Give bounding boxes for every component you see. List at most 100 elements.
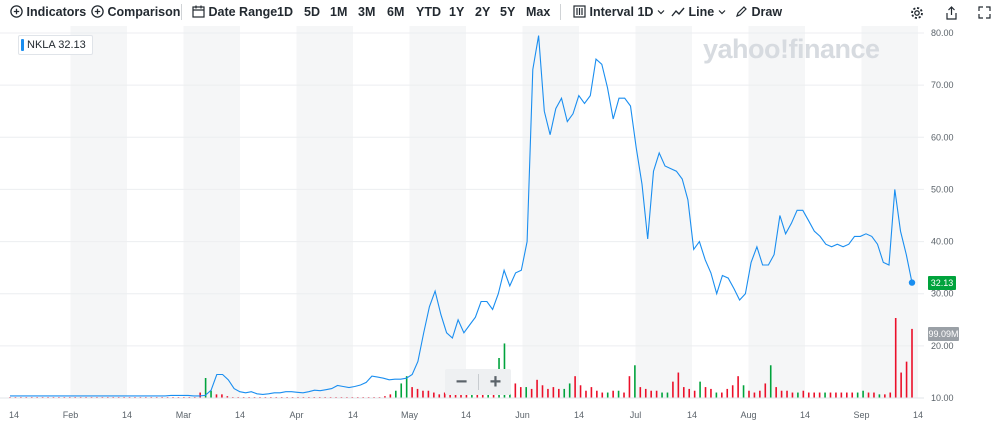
y-tick-label: 50.00 xyxy=(931,184,954,194)
volume-bar xyxy=(873,392,875,398)
interval-label: Interval xyxy=(589,5,634,19)
volume-bar xyxy=(867,392,870,398)
volume-bar xyxy=(905,361,908,398)
volume-bar xyxy=(721,392,723,398)
zoom-out-button[interactable]: − xyxy=(455,371,468,393)
volume-bar xyxy=(634,365,636,398)
volume-bar xyxy=(601,392,604,398)
range-6m[interactable]: 6M xyxy=(387,5,405,19)
fullscreen-button[interactable] xyxy=(978,4,991,22)
candles-icon xyxy=(573,5,586,18)
volume-bar xyxy=(813,392,815,398)
volume-bar xyxy=(579,385,582,398)
volume-bar xyxy=(563,388,566,398)
volume-bar xyxy=(677,372,680,398)
month-bands xyxy=(70,26,918,398)
range-1d[interactable]: 1D xyxy=(277,5,293,19)
volume-bar xyxy=(215,394,218,398)
volume-bar xyxy=(460,394,462,398)
range-1m[interactable]: 1M xyxy=(330,5,348,19)
share-button[interactable] xyxy=(945,4,958,22)
settings-button[interactable] xyxy=(910,4,924,22)
volume-bar xyxy=(612,390,614,398)
volume-bar xyxy=(394,390,397,398)
ticker-legend[interactable]: NKLA 32.13 xyxy=(18,35,93,55)
x-tick-label: 14 xyxy=(574,410,584,420)
volume-bar xyxy=(568,383,571,398)
volume-bar xyxy=(443,392,446,398)
volume-bar xyxy=(900,372,902,398)
volume-tag: 99.09M xyxy=(928,327,959,341)
volume-bar xyxy=(802,390,805,398)
volume-bar xyxy=(672,381,674,398)
expand-icon xyxy=(978,6,991,19)
range-ytd[interactable]: YTD xyxy=(416,5,441,19)
y-axis-labels: 80.00 70.00 60.00 50.00 40.00 30.00 20.00 10.00 xyxy=(931,28,954,403)
indicators-button[interactable]: Indicators xyxy=(10,3,86,21)
volume-bar xyxy=(465,394,468,398)
volume-bar xyxy=(666,392,669,398)
chevron-down-icon xyxy=(718,9,726,15)
volume-bar xyxy=(769,365,772,398)
y-tick-label: 80.00 xyxy=(931,28,954,38)
gridlines xyxy=(0,32,924,399)
zoom-in-button[interactable]: + xyxy=(489,371,502,393)
range-max[interactable]: Max xyxy=(526,5,551,19)
volume-bar xyxy=(221,394,223,398)
x-tick-label: 14 xyxy=(461,410,471,420)
price-chart[interactable]: 80.00 70.00 60.00 50.00 40.00 30.00 20.00 10.00… xyxy=(0,26,1000,427)
volume-bar xyxy=(818,392,821,398)
volume-bar xyxy=(851,392,854,398)
x-tick-label: Apr xyxy=(289,410,303,420)
volume-bar xyxy=(558,388,560,398)
month-band xyxy=(296,26,353,398)
volume-bar xyxy=(389,394,392,398)
volume-bar xyxy=(547,388,549,398)
month-band xyxy=(861,26,918,398)
volume-bar xyxy=(764,383,767,398)
interval-dropdown[interactable]: Interval 1D xyxy=(573,3,665,21)
range-3m[interactable]: 3M xyxy=(358,5,376,19)
volume-bar xyxy=(699,381,701,398)
x-tick-label: 14 xyxy=(913,410,923,420)
volume-bar xyxy=(422,390,424,398)
volume-bar xyxy=(726,388,729,398)
volume-bar xyxy=(226,396,229,398)
range-5d[interactable]: 5D xyxy=(304,5,320,19)
indicators-label: Indicators xyxy=(26,5,87,19)
range-1y[interactable]: 1Y xyxy=(449,5,465,19)
volume-bar xyxy=(845,392,848,398)
volume-bar xyxy=(623,392,625,398)
x-tick-label: 14 xyxy=(348,410,358,420)
volume-bar xyxy=(894,318,897,398)
x-tick-label: Jul xyxy=(630,410,642,420)
range-5y[interactable]: 5Y xyxy=(500,5,516,19)
volume-bar xyxy=(411,387,413,398)
last-price-tag: 32.13 xyxy=(928,276,956,290)
y-tick-label: 10.00 xyxy=(931,393,954,403)
x-tick-label: Aug xyxy=(740,410,756,420)
y-tick-label: 40.00 xyxy=(931,237,954,247)
x-axis-labels: 14 Feb 14 Mar 14 Apr 14 May 14 Jun 14 Jul 14 Aug 14 Sep… xyxy=(9,410,923,420)
volume-bar xyxy=(210,390,212,398)
range-2y[interactable]: 2Y xyxy=(475,5,491,19)
volume-bar xyxy=(731,385,734,398)
draw-button[interactable]: Draw xyxy=(735,3,782,21)
toolbar-divider xyxy=(181,4,182,20)
volume-bar xyxy=(824,392,826,398)
volume-bar xyxy=(884,394,886,398)
volume-bar xyxy=(536,379,538,398)
volume-bar xyxy=(710,388,712,398)
volume-bar xyxy=(427,390,430,398)
volume-bar xyxy=(693,390,696,398)
volume-bar xyxy=(606,392,609,398)
volume-bar xyxy=(737,376,739,398)
chart-type-dropdown[interactable]: Line xyxy=(671,3,726,21)
volume-bar xyxy=(661,392,663,398)
volume-bar xyxy=(791,392,794,398)
volume-bar xyxy=(471,392,473,398)
interval-value: 1D xyxy=(637,5,654,19)
date-range-button[interactable]: Date Range xyxy=(192,3,277,21)
comparison-button[interactable]: Comparison xyxy=(91,3,180,21)
date-range-label: Date Range xyxy=(208,5,278,19)
